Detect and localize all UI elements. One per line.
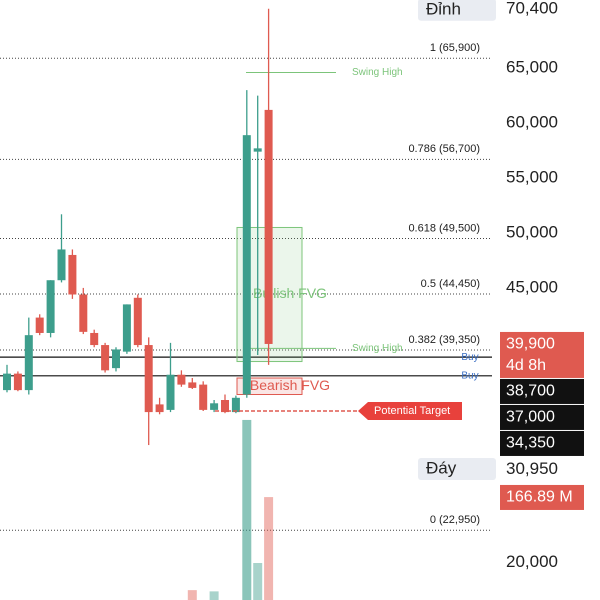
top-tag-bg [418, 0, 496, 21]
y-tick-label: 60,000 [506, 113, 558, 132]
volume-bar [187, 590, 197, 600]
bottom-tag-value-bg [500, 456, 584, 482]
candle-body [221, 400, 229, 413]
price-tag-bg [500, 331, 584, 378]
candle-body [155, 404, 164, 413]
candle-body [90, 332, 99, 346]
fvg-label: Bearish FVG [250, 377, 330, 393]
candle-body [24, 335, 33, 391]
price-tag-label: 34,350 [506, 435, 555, 452]
price-tag-label: 38,700 [506, 383, 555, 400]
candle-body [35, 317, 44, 333]
price-tag-bg [500, 404, 584, 430]
y-tick-label: 50,000 [506, 222, 558, 241]
bottom-tag-bg [418, 457, 496, 480]
target-box [358, 401, 462, 420]
candle-body [57, 249, 66, 281]
candle-body [101, 345, 110, 371]
y-tick-label: 45,000 [506, 277, 558, 296]
candle-body [3, 373, 11, 391]
candle-body [166, 374, 175, 410]
price-tag-label: 37,000 [506, 409, 555, 426]
candle-body [112, 349, 120, 369]
fib-label: 0 (22,950) [430, 514, 480, 526]
bottom-tag-caption: Đáy [426, 458, 457, 477]
fib-label: 0.382 (39,350) [408, 334, 480, 346]
candle-body [46, 280, 55, 333]
buy-label: Buy [461, 352, 478, 363]
fib-label: 0.786 (56,700) [408, 143, 480, 155]
candle-body [133, 297, 142, 346]
y-tick-label: 55,000 [506, 168, 558, 187]
candle-body [68, 254, 77, 295]
price-tag-bg [500, 430, 584, 456]
candle-body [199, 384, 208, 410]
y-tick-label: 20,000 [506, 552, 558, 571]
volume-tag-label: 166.89 M [506, 489, 573, 506]
top-tag-caption: Đỉnh [426, 0, 461, 18]
candle-body [253, 148, 262, 152]
candle-body [210, 403, 219, 410]
candle-body [13, 373, 22, 391]
volume-bar [264, 497, 274, 600]
swing-label: Swing High [352, 67, 403, 78]
price-tag-bg [500, 378, 584, 404]
candle-body [144, 345, 153, 413]
buy-label: Buy [461, 370, 478, 381]
candle-body [264, 109, 273, 344]
volume-tag-bg [500, 484, 584, 510]
y-tick-label: 65,000 [506, 58, 558, 77]
candle-body [122, 304, 131, 352]
target-label: Potential Target [374, 405, 450, 417]
top-tag-value: 70,400 [506, 0, 558, 17]
fvg-box [236, 377, 303, 396]
swing-label: Swing High [352, 343, 403, 354]
volume-bar [242, 419, 252, 600]
bottom-tag-value: 30,950 [506, 459, 558, 478]
fib-label: 0.618 (49,500) [408, 222, 480, 234]
candle-body [79, 294, 88, 332]
price-tag-label: 39,900 [506, 336, 555, 353]
volume-bar [253, 563, 263, 600]
candle-body [231, 397, 240, 413]
fib-label: 1 (65,900) [430, 42, 480, 54]
fib-label: 0.5 (44,450) [421, 278, 480, 290]
price-tag-sub: 4d 8h [506, 357, 546, 374]
fvg-label: Bullish FVG [253, 285, 327, 301]
candle-body [188, 382, 197, 388]
volume-bar [209, 591, 219, 600]
candle-body [242, 135, 251, 395]
candle-body [177, 374, 186, 385]
